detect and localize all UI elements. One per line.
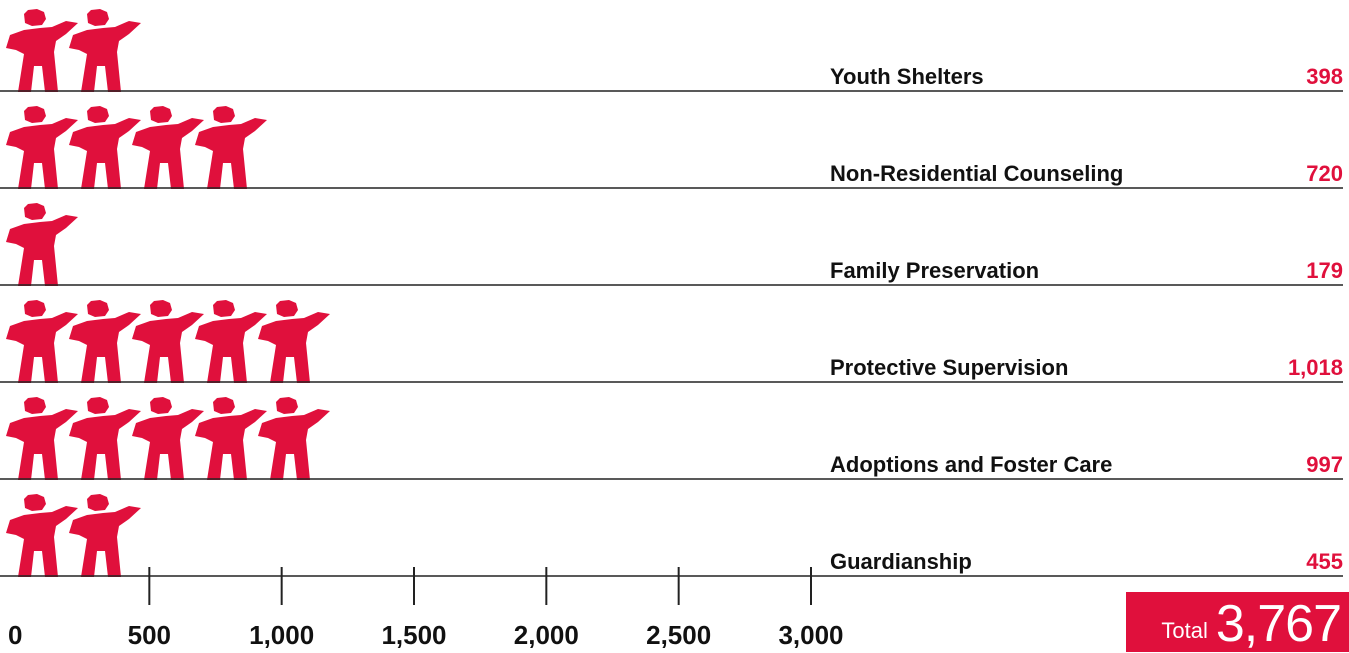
value-label: 1,018 (1288, 355, 1343, 380)
x-tick-label: 0 (8, 620, 22, 650)
child-figure-icon (69, 397, 141, 480)
total-badge: Total 3,767 (1126, 592, 1349, 652)
category-label: Youth Shelters (830, 64, 984, 89)
child-figure-icon (258, 397, 330, 480)
child-figure-icon (132, 106, 204, 189)
child-figure-icon (6, 397, 78, 480)
child-figure-icon (6, 203, 78, 286)
chart-row: Non-Residential Counseling 720 (0, 106, 1343, 189)
category-label: Protective Supervision (830, 355, 1068, 380)
x-tick-label: 3,000 (778, 620, 843, 650)
category-label: Non-Residential Counseling (830, 161, 1123, 186)
category-label: Family Preservation (830, 258, 1039, 283)
value-label: 398 (1306, 64, 1343, 89)
total-label: Total (1161, 618, 1208, 643)
x-tick-label: 2,500 (646, 620, 711, 650)
child-figure-icon (6, 9, 78, 92)
x-tick-label: 2,000 (514, 620, 579, 650)
category-label: Adoptions and Foster Care (830, 452, 1112, 477)
category-label: Guardianship (830, 549, 972, 574)
chart-row: Youth Shelters 398 (0, 9, 1343, 92)
child-figure-icon (6, 106, 78, 189)
x-tick-label: 1,500 (381, 620, 446, 650)
child-figure-icon (6, 300, 78, 383)
child-figure-icon (258, 300, 330, 383)
value-label: 997 (1306, 452, 1343, 477)
child-figure-icon (69, 494, 141, 577)
value-label: 455 (1306, 549, 1343, 574)
total-value: 3,767 (1215, 595, 1342, 653)
x-tick-label: 1,000 (249, 620, 314, 650)
chart-row: Adoptions and Foster Care 997 (0, 397, 1343, 480)
child-figure-icon (195, 397, 267, 480)
child-figure-icon (69, 300, 141, 383)
value-label: 720 (1306, 161, 1343, 186)
chart-row: Guardianship 455 (0, 494, 1343, 577)
child-figure-icon (195, 300, 267, 383)
chart-row: Protective Supervision 1,018 (0, 300, 1343, 383)
child-figure-icon (132, 397, 204, 480)
child-figure-icon (69, 106, 141, 189)
value-label: 179 (1306, 258, 1343, 283)
chart-row: Family Preservation 179 (0, 203, 1343, 286)
child-figure-icon (69, 9, 141, 92)
child-figure-icon (195, 106, 267, 189)
child-figure-icon (6, 494, 78, 577)
x-tick-label: 500 (128, 620, 171, 650)
child-figure-icon (132, 300, 204, 383)
